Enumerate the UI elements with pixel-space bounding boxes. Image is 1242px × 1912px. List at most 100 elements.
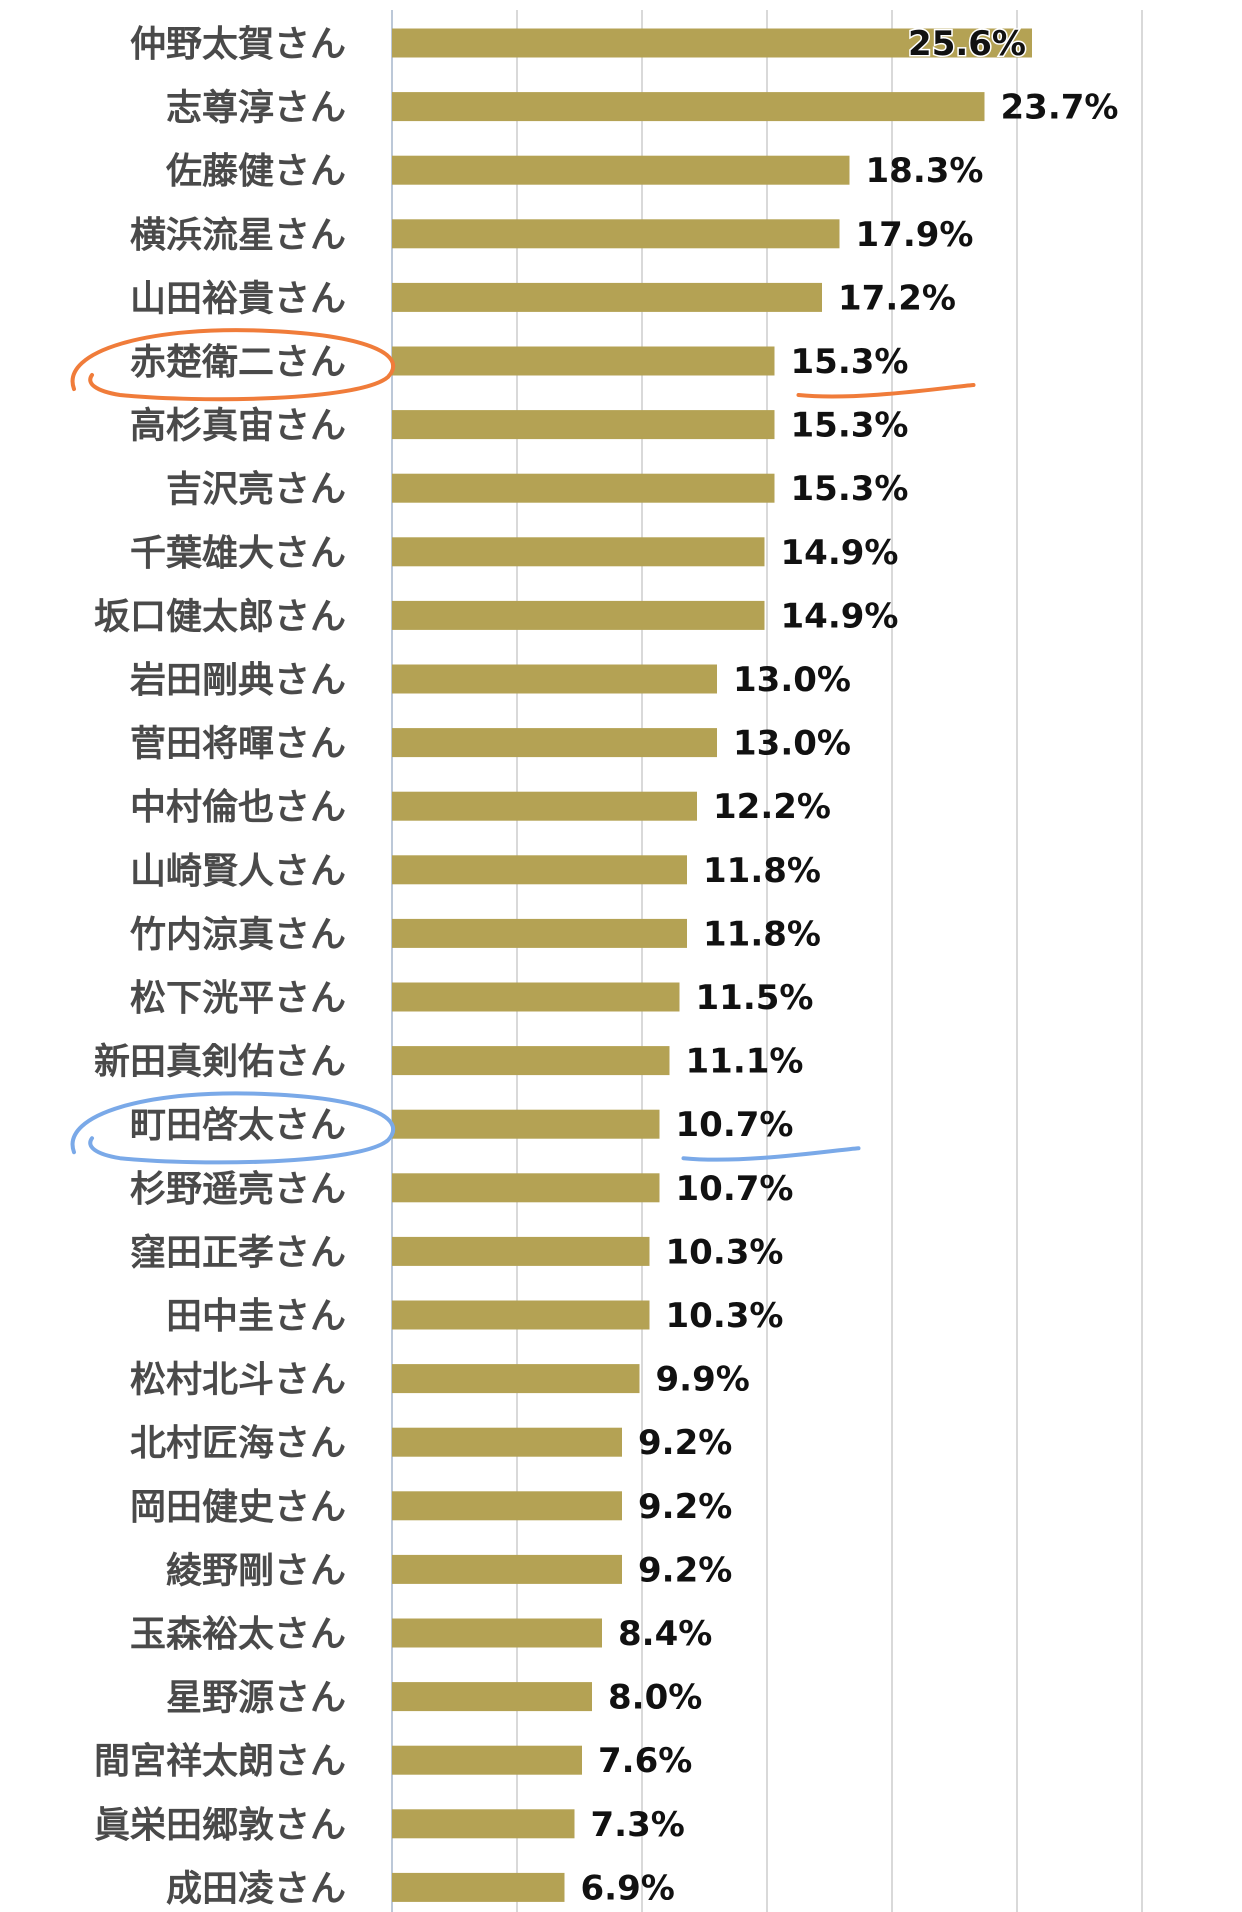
bar-22 bbox=[392, 1364, 640, 1394]
annotation-circle-2 bbox=[70, 1091, 396, 1165]
value-label-18: 10.7% bbox=[676, 1105, 794, 1145]
category-label-3: 佐藤健さん bbox=[165, 151, 346, 192]
bar-18 bbox=[392, 1109, 660, 1139]
value-label-16: 11.5% bbox=[696, 978, 814, 1018]
bar-11 bbox=[392, 664, 717, 694]
value-label-14: 11.8% bbox=[703, 851, 821, 891]
value-label-4: 17.9% bbox=[856, 215, 974, 255]
value-label-1: 25.6% bbox=[908, 24, 1026, 64]
bar-6 bbox=[392, 346, 775, 376]
bar-26 bbox=[392, 1618, 602, 1648]
bar-17 bbox=[392, 1046, 670, 1076]
bar-7 bbox=[392, 410, 775, 440]
category-label-14: 山崎賢人さん bbox=[130, 851, 346, 892]
bar-25 bbox=[392, 1554, 622, 1584]
value-label-27: 8.0% bbox=[608, 1678, 702, 1718]
annotation-circle-1 bbox=[70, 328, 396, 402]
category-label-9: 千葉雄大さん bbox=[130, 533, 346, 574]
annotation-underline-2 bbox=[681, 1146, 861, 1162]
bar-23 bbox=[392, 1427, 622, 1457]
label-layer: 仲野太賀さん 25.6% 志尊淳さん 23.7% 佐藤健さん 18.3% 横浜流星さん 17.… bbox=[94, 23, 1119, 1910]
value-label-22: 9.9% bbox=[656, 1360, 750, 1400]
category-label-21: 田中圭さん bbox=[166, 1296, 346, 1337]
bar-8 bbox=[392, 473, 775, 503]
category-label-29: 眞栄田郷敦さん bbox=[94, 1805, 346, 1846]
bar-30 bbox=[392, 1872, 565, 1902]
value-label-24: 9.2% bbox=[638, 1487, 732, 1527]
bar-12 bbox=[392, 728, 717, 758]
category-label-1: 仲野太賀さん bbox=[130, 24, 346, 65]
category-label-12: 菅田将暉さん bbox=[130, 724, 346, 765]
bar-24 bbox=[392, 1491, 622, 1521]
value-label-6: 15.3% bbox=[791, 342, 909, 382]
category-label-11: 岩田剛典さん bbox=[130, 660, 346, 701]
bar-21 bbox=[392, 1300, 650, 1330]
bar-28 bbox=[392, 1745, 582, 1775]
bar-3 bbox=[392, 155, 850, 185]
category-label-16: 松下洸平さん bbox=[130, 978, 346, 1019]
value-label-15: 11.8% bbox=[703, 914, 821, 954]
category-label-10: 坂口健太郎さん bbox=[94, 596, 346, 637]
value-label-17: 11.1% bbox=[686, 1042, 804, 1082]
bar-19 bbox=[392, 1173, 660, 1203]
value-label-26: 8.4% bbox=[618, 1614, 712, 1654]
bar-2 bbox=[392, 92, 985, 122]
bar-16 bbox=[392, 982, 680, 1012]
bar-9 bbox=[392, 537, 765, 567]
category-label-30: 成田凌さん bbox=[166, 1868, 346, 1909]
value-label-20: 10.3% bbox=[666, 1232, 784, 1272]
value-label-12: 13.0% bbox=[733, 724, 851, 764]
bar-10 bbox=[392, 600, 765, 630]
annotation-underline-1 bbox=[796, 383, 976, 399]
bar-5 bbox=[392, 282, 822, 312]
value-label-11: 13.0% bbox=[733, 660, 851, 700]
category-label-22: 松村北斗さん bbox=[130, 1360, 346, 1401]
bar-13 bbox=[392, 791, 697, 821]
category-label-25: 綾野剛さん bbox=[166, 1550, 346, 1591]
bar-4 bbox=[392, 219, 840, 249]
category-label-7: 高杉真宙さん bbox=[130, 406, 346, 447]
grid-layer bbox=[391, 10, 1143, 1912]
bar-27 bbox=[392, 1682, 592, 1712]
value-label-28: 7.6% bbox=[598, 1741, 692, 1781]
category-label-15: 竹内涼真さん bbox=[130, 914, 346, 955]
bar-1 bbox=[392, 28, 1032, 58]
category-label-2: 志尊淳さん bbox=[166, 88, 346, 129]
value-label-21: 10.3% bbox=[666, 1296, 784, 1336]
category-label-6: 赤楚衛二さん bbox=[130, 342, 346, 383]
category-label-5: 山田裕貴さん bbox=[130, 278, 346, 319]
category-label-24: 岡田健史さん bbox=[130, 1487, 346, 1528]
value-label-23: 9.2% bbox=[638, 1423, 732, 1463]
bar-15 bbox=[392, 918, 687, 948]
category-label-19: 杉野遥亮さん bbox=[130, 1169, 346, 1210]
value-label-13: 12.2% bbox=[713, 787, 831, 827]
value-label-3: 18.3% bbox=[866, 151, 984, 191]
value-label-25: 9.2% bbox=[638, 1550, 732, 1590]
category-label-27: 星野源さん bbox=[166, 1678, 346, 1719]
category-label-13: 中村倫也さん bbox=[130, 786, 346, 828]
annotation-layer bbox=[70, 328, 976, 1165]
category-label-18: 町田啓太さん bbox=[130, 1105, 346, 1146]
bar-20 bbox=[392, 1236, 650, 1266]
bar-14 bbox=[392, 855, 687, 885]
value-label-10: 14.9% bbox=[781, 596, 899, 636]
value-label-30: 6.9% bbox=[581, 1868, 675, 1908]
value-label-19: 10.7% bbox=[676, 1169, 794, 1209]
bar-29 bbox=[392, 1809, 575, 1839]
category-label-23: 北村匠海さん bbox=[130, 1423, 346, 1464]
category-label-28: 間宮祥太朗さん bbox=[94, 1741, 346, 1782]
category-label-17: 新田真剣佑さん bbox=[94, 1042, 346, 1083]
value-label-8: 15.3% bbox=[791, 469, 909, 509]
value-label-2: 23.7% bbox=[1001, 88, 1119, 128]
category-label-26: 玉森裕太さん bbox=[130, 1614, 346, 1655]
bar-layer bbox=[392, 28, 1032, 1902]
category-label-4: 横浜流星さん bbox=[130, 215, 346, 256]
value-label-9: 14.9% bbox=[781, 533, 899, 573]
category-label-8: 吉沢亮さん bbox=[166, 469, 346, 510]
value-label-7: 15.3% bbox=[791, 406, 909, 446]
value-label-5: 17.2% bbox=[838, 278, 956, 318]
value-label-29: 7.3% bbox=[591, 1805, 685, 1845]
category-label-20: 窪田正孝さん bbox=[130, 1232, 346, 1273]
